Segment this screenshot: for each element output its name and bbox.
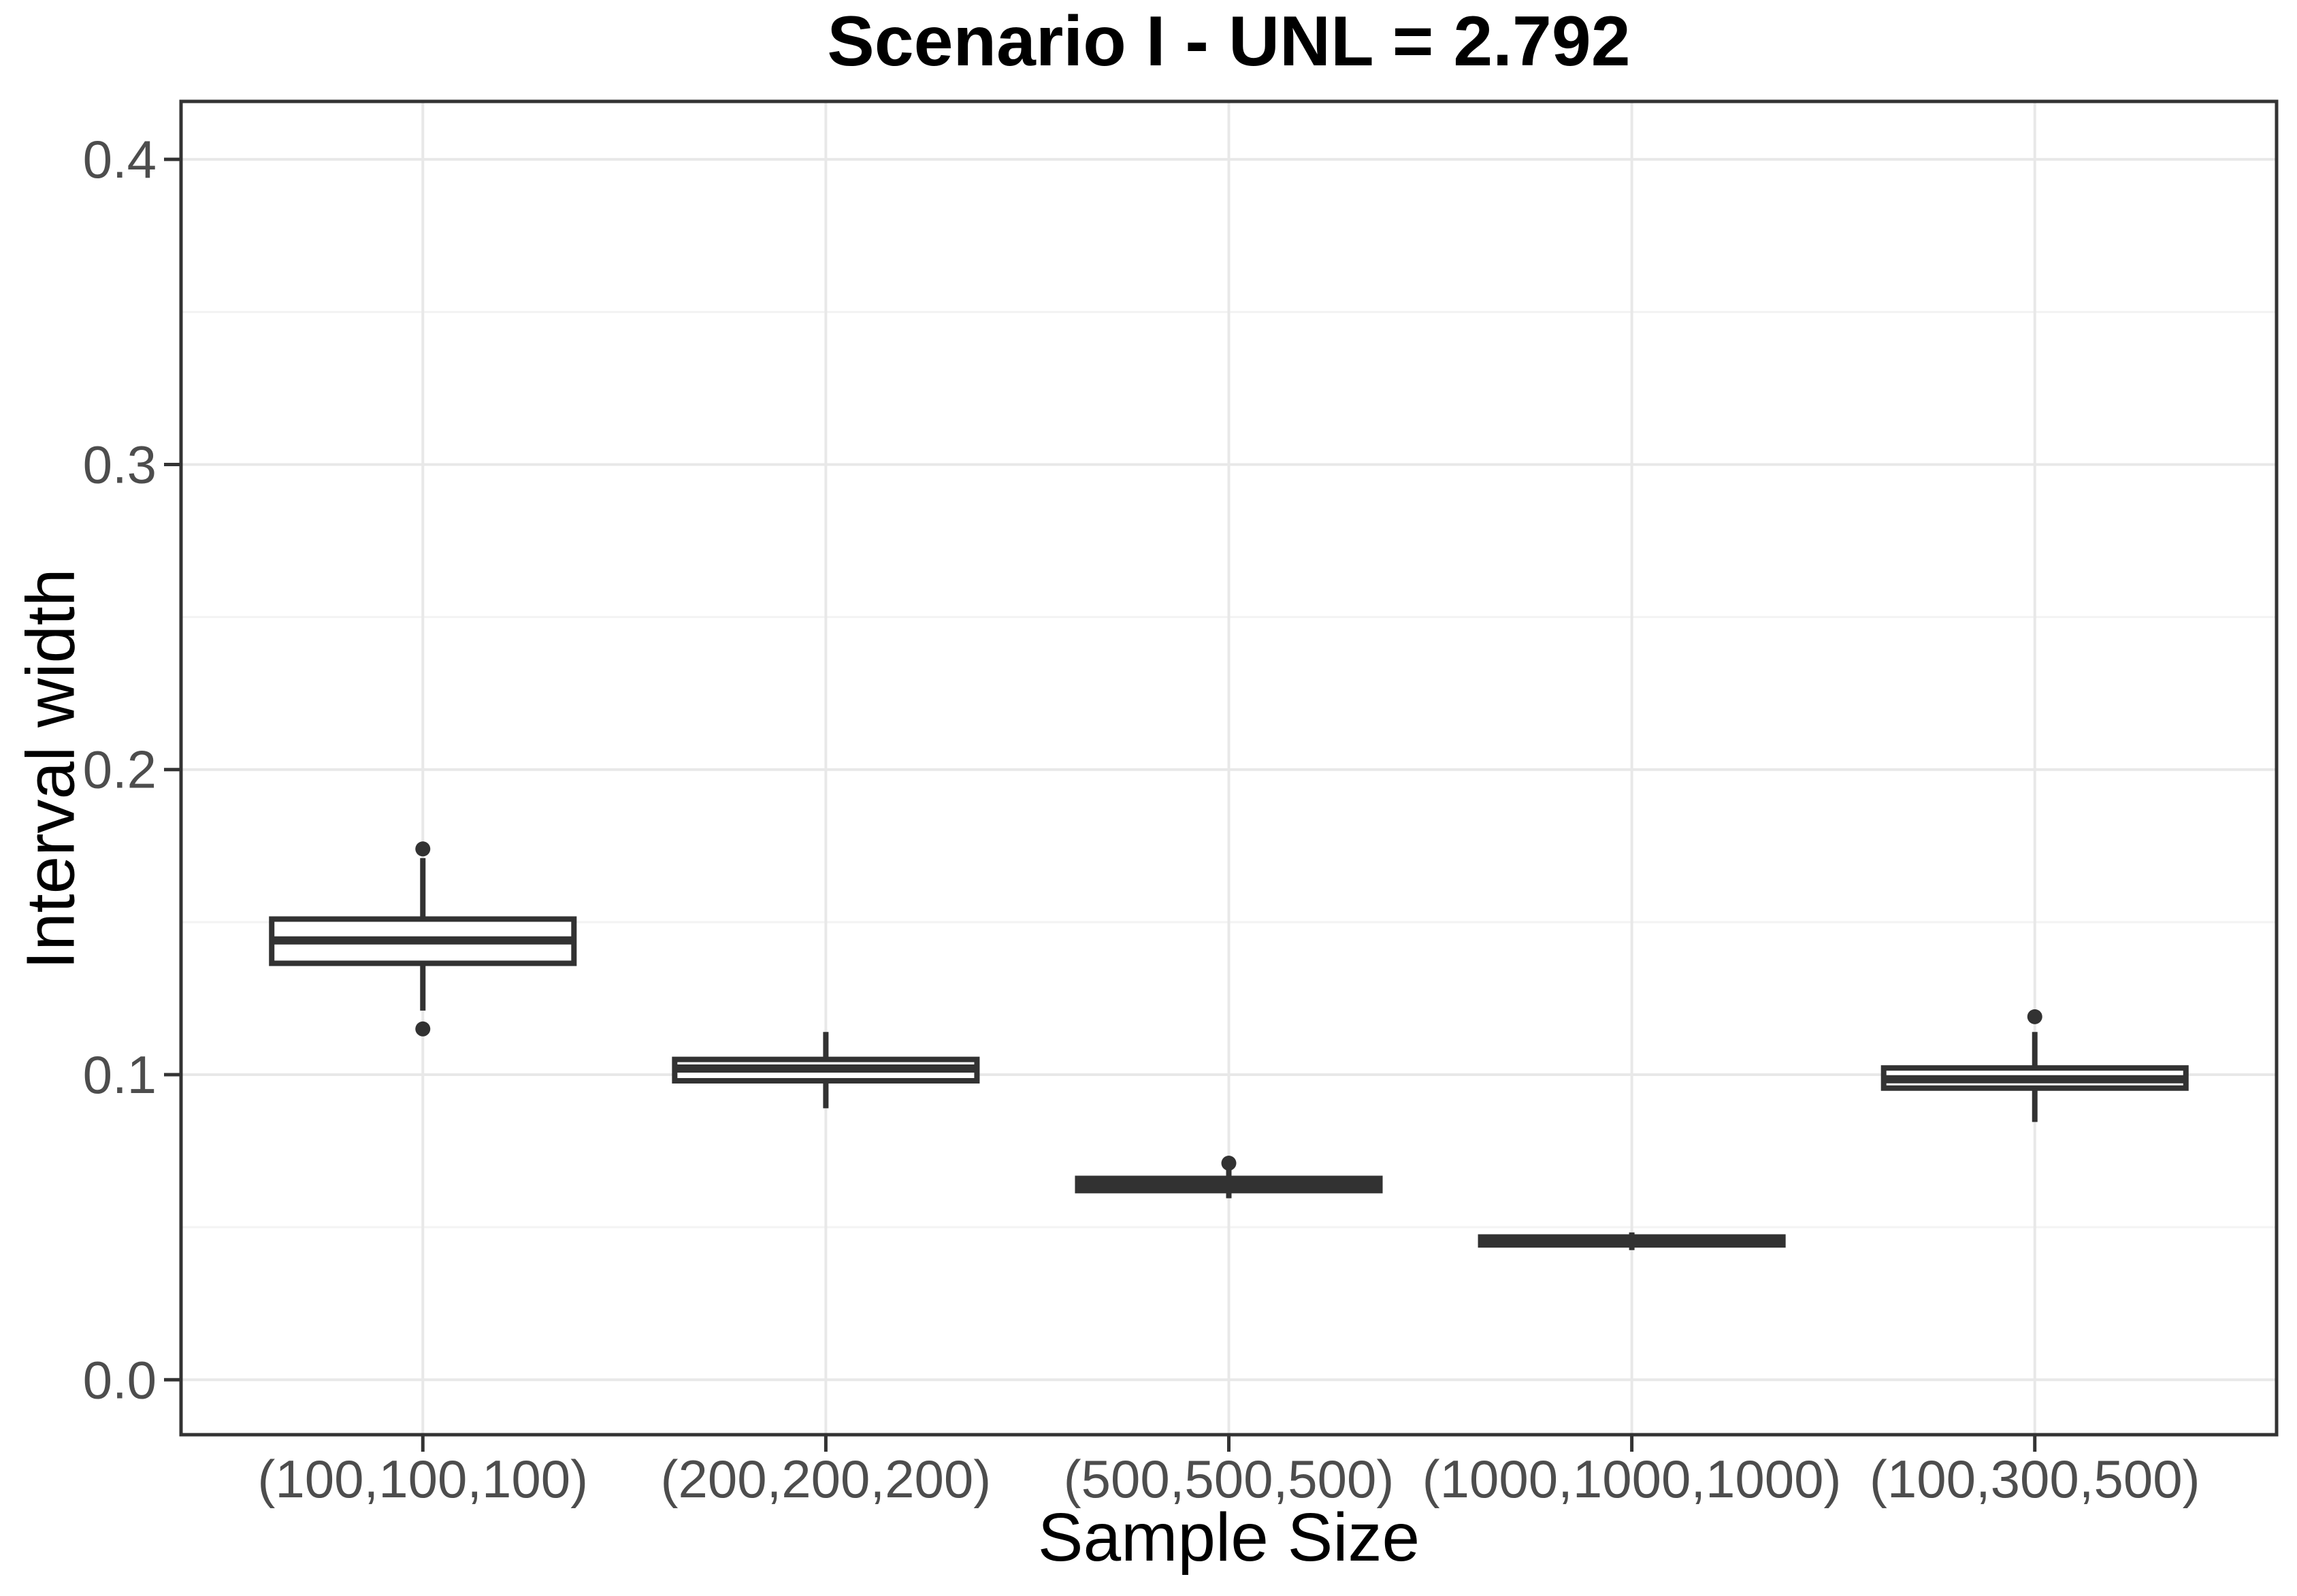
x-tick-label: (100,100,100) xyxy=(257,1449,588,1509)
x-axis-title: Sample Size xyxy=(1037,1499,1420,1576)
y-tick-label: 0.4 xyxy=(83,129,157,189)
y-tick-label: 0.3 xyxy=(83,434,157,494)
outlier-point xyxy=(2027,1009,2042,1024)
boxplot-(100,100,100) xyxy=(269,841,577,1037)
boxplot-(1000,1000,1000) xyxy=(1478,1232,1786,1250)
chart-title: Scenario I - UNL = 2.792 xyxy=(827,2,1631,81)
outlier-point xyxy=(415,841,431,857)
x-tick-label: (100,300,500) xyxy=(1870,1449,2200,1509)
x-tick-label: (1000,1000,1000) xyxy=(1422,1449,1842,1509)
outlier-point xyxy=(1221,1156,1237,1171)
y-tick-label: 0.2 xyxy=(83,740,157,800)
boxplot-(200,200,200) xyxy=(672,1032,980,1109)
y-tick-label: 0.0 xyxy=(83,1350,157,1410)
y-tick-label: 0.1 xyxy=(83,1045,157,1105)
x-tick-label: (500,500,500) xyxy=(1064,1449,1395,1509)
outlier-point xyxy=(415,1021,431,1037)
boxplot-(500,500,500) xyxy=(1075,1156,1383,1199)
x-tick-label: (200,200,200) xyxy=(661,1449,992,1509)
boxplot-(100,300,500) xyxy=(1880,1009,2189,1122)
